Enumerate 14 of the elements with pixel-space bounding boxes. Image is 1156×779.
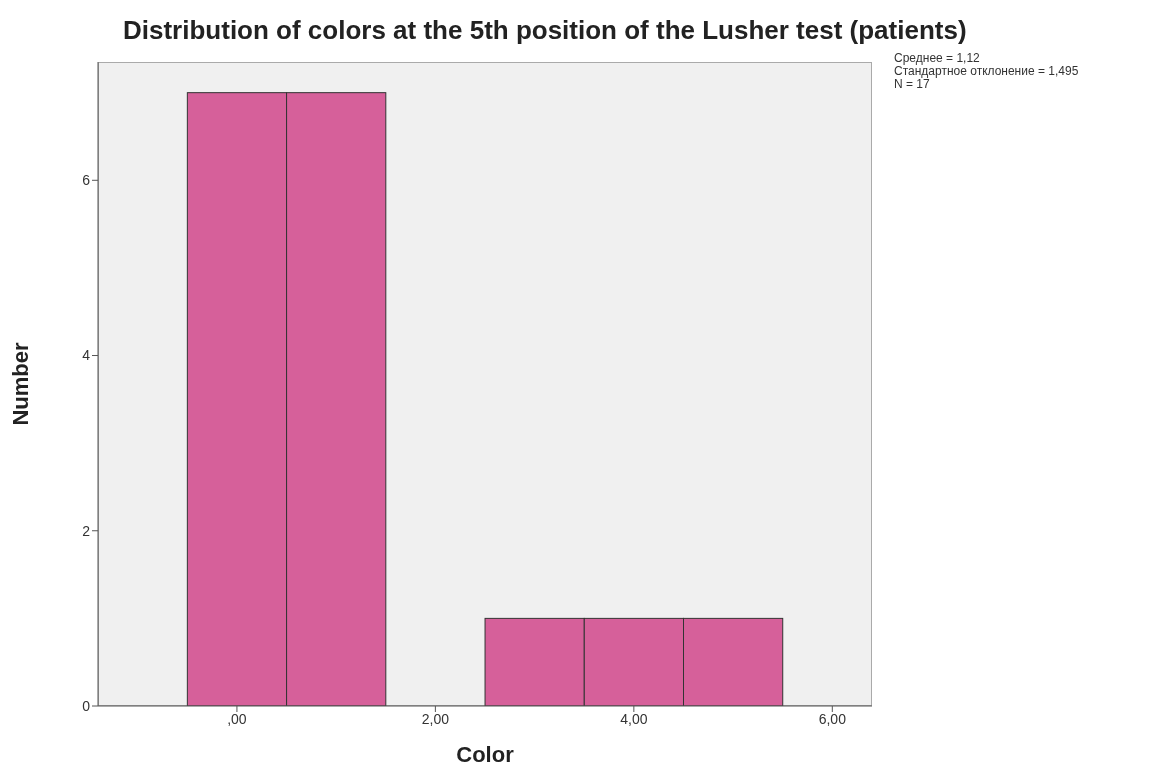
text: Среднее = 1,12 <box>894 51 981 65</box>
y-tick-label: 0 <box>82 697 91 714</box>
chart-title: Distribution of colors at the 5th position of the Lusher test (patients) <box>122 14 968 47</box>
text: Стандартное отклонение = 1,495 <box>894 64 1079 78</box>
y-tick-label: 4 <box>82 347 91 364</box>
x-tick-label: 4,00 <box>620 710 648 727</box>
x-axis-title: Color <box>456 742 515 767</box>
x-tick-label: ,00 <box>227 710 247 727</box>
y-axis-title: Number <box>7 342 33 426</box>
y-tick-label: 6 <box>82 172 91 189</box>
x-tick-label: 6,00 <box>818 710 847 727</box>
text: N = 17 <box>894 77 930 91</box>
y-tick-label: 2 <box>82 522 91 539</box>
x-tick-label: 2,00 <box>421 710 450 727</box>
